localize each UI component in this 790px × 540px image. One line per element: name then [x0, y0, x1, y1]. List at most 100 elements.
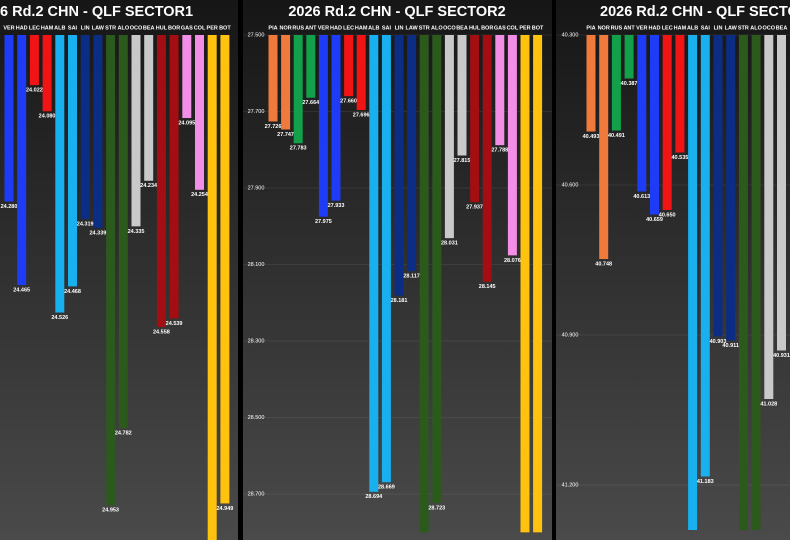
- x-category-label: HAD: [330, 25, 342, 31]
- x-category-label: HAM: [41, 25, 54, 31]
- x-category-label: OCO: [763, 25, 776, 31]
- x-category-label: PER: [207, 25, 218, 31]
- bar: [118, 35, 128, 429]
- bar: [713, 35, 723, 337]
- bar: [637, 35, 647, 192]
- x-category-label: HAD: [16, 25, 28, 31]
- bar: [220, 35, 230, 504]
- bar: [293, 35, 303, 144]
- bar: [662, 35, 672, 210]
- y-tick-label: 40.300: [562, 32, 579, 38]
- bar: [777, 35, 786, 351]
- x-category-label: ALB: [54, 25, 65, 31]
- bar: [29, 35, 39, 86]
- x-category-label: BOT: [219, 25, 231, 31]
- x-category-label: LEC: [343, 25, 354, 31]
- bar: [268, 35, 278, 122]
- value-label: 24.254: [191, 192, 209, 198]
- value-label: 28.723: [428, 505, 445, 511]
- value-label: 40.493: [583, 134, 600, 140]
- value-label: 28.031: [441, 241, 458, 247]
- value-label: 27.975: [315, 219, 332, 225]
- bar: [688, 35, 698, 530]
- bar: [42, 35, 52, 112]
- bar: [369, 35, 379, 492]
- value-label: 27.933: [328, 203, 345, 209]
- x-category-label: STR: [105, 25, 116, 31]
- bar: [407, 35, 417, 272]
- x-category-label: BOT: [532, 25, 544, 31]
- value-label: 27.747: [277, 132, 294, 138]
- x-category-label: SAI: [68, 25, 78, 31]
- bar: [4, 35, 14, 202]
- chart-panel: 6 Rd.2 CHN - QLF SECTOR1 VER 24.280 HAD 24.4…: [0, 0, 238, 540]
- x-category-label: ANT: [623, 25, 635, 31]
- bar: [675, 35, 685, 153]
- value-label: 40.650: [659, 212, 676, 218]
- bar: [700, 35, 710, 477]
- bar: [318, 35, 328, 217]
- value-label: 28.181: [391, 298, 408, 304]
- bar: [106, 35, 116, 506]
- x-category-label: NOR: [598, 25, 610, 31]
- x-category-label: OCO: [443, 25, 456, 31]
- x-category-label: HAM: [355, 25, 368, 31]
- x-category-label: NOR: [279, 25, 291, 31]
- chart-title: 2026 Rd.2 CHN - QLF SECTOR2: [288, 4, 505, 20]
- x-category-label: LIN: [395, 25, 404, 31]
- bar: [520, 35, 530, 533]
- value-label: 40.613: [633, 194, 650, 200]
- x-category-label: BEA: [143, 25, 155, 31]
- bar: [650, 35, 659, 215]
- bar: [356, 35, 366, 110]
- bar: [144, 35, 154, 181]
- bar: [738, 35, 748, 530]
- bar: [507, 35, 517, 256]
- x-category-label: ANT: [305, 25, 317, 31]
- bar: [17, 35, 27, 286]
- value-label: 24.953: [102, 508, 119, 514]
- value-label: 40.911: [722, 343, 739, 349]
- value-label: 24.095: [178, 120, 195, 126]
- y-tick-label: 28.500: [248, 415, 265, 421]
- x-category-label: GAS: [494, 25, 506, 31]
- value-label: 27.815: [454, 158, 471, 164]
- bar: [586, 35, 596, 132]
- bar: [195, 35, 204, 190]
- value-label: 28.669: [378, 485, 395, 491]
- x-category-label: LEC: [29, 25, 40, 31]
- bar: [80, 35, 90, 220]
- chart-panel: 2026 Rd.2 CHN - QLF SECTOR 40.300 40.600 40…: [556, 0, 790, 540]
- x-category-label: BOR: [481, 25, 493, 31]
- x-category-label: ALB: [687, 25, 698, 31]
- value-label: 40.931: [773, 353, 790, 359]
- value-label: 24.280: [1, 204, 18, 210]
- value-label: 40.535: [671, 155, 688, 161]
- x-category-label: COL: [507, 25, 519, 31]
- value-label: 27.937: [466, 205, 483, 211]
- y-tick-label: 27.900: [248, 185, 265, 191]
- x-category-label: OCO: [130, 25, 143, 31]
- value-label: 24.080: [39, 114, 56, 120]
- bar: [169, 35, 179, 319]
- bar: [344, 35, 354, 97]
- x-category-label: STR: [738, 25, 749, 31]
- value-label: 24.468: [64, 289, 81, 295]
- value-label: 24.526: [51, 315, 68, 321]
- value-label: 24.465: [13, 287, 30, 293]
- bar: [470, 35, 480, 203]
- value-label: 27.696: [353, 112, 370, 118]
- x-category-label: ALO: [117, 25, 129, 31]
- value-label: 24.319: [77, 222, 94, 228]
- x-category-label: BEA: [456, 25, 468, 31]
- bar: [207, 35, 217, 540]
- bar: [419, 35, 429, 533]
- x-category-label: ALB: [368, 25, 379, 31]
- x-category-label: HUL: [156, 25, 168, 31]
- x-category-label: RUS: [292, 25, 304, 31]
- bar: [93, 35, 103, 229]
- value-label: 24.949: [216, 506, 233, 512]
- value-label: 27.726: [265, 124, 282, 130]
- value-label: 41.028: [760, 401, 777, 407]
